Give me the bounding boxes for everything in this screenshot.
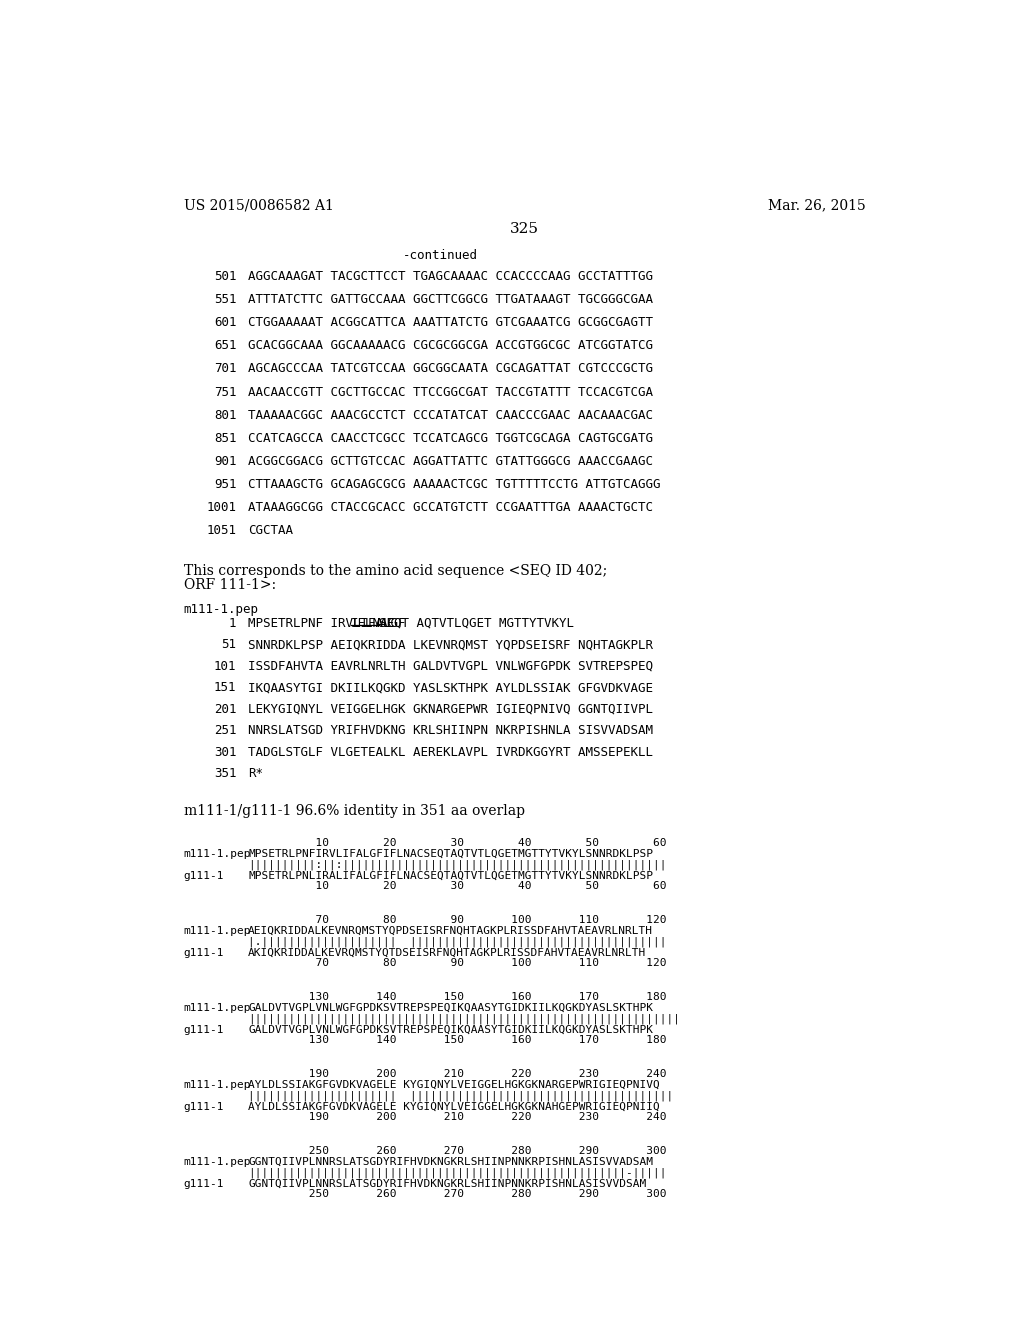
Text: 201: 201 xyxy=(214,702,237,715)
Text: ATAAAGGCGG CTACCGCACC GCCATGTCTT CCGAATTTGA AAAACTGCTC: ATAAAGGCGG CTACCGCACC GCCATGTCTT CCGAATT… xyxy=(248,502,653,513)
Text: GALDVTVGPLVNLWGFGPDKSVTREPSPEQIKQAASYTGIDKIILKQGKDYASLSKTHPK: GALDVTVGPLVNLWGFGPDKSVTREPSPEQIKQAASYTGI… xyxy=(248,1003,653,1012)
Text: 851: 851 xyxy=(214,432,237,445)
Text: m111-1.pep: m111-1.pep xyxy=(183,1158,251,1167)
Text: GALDVTVGPLVNLWGFGPDKSVTREPSPEQIKQAASYTGIDKIILKQGKDYASLSKTHPK: GALDVTVGPLVNLWGFGPDKSVTREPSPEQIKQAASYTGI… xyxy=(248,1024,653,1035)
Text: ||||||||||:||:||||||||||||||||||||||||||||||||||||||||||||||||: ||||||||||:||:||||||||||||||||||||||||||… xyxy=(248,859,667,870)
Text: g111-1: g111-1 xyxy=(183,1102,224,1111)
Text: 801: 801 xyxy=(214,409,237,421)
Text: AGCAGCCCAA TATCGTCCAA GGCGGCAATA CGCAGATTAT CGTCCCGCTG: AGCAGCCCAA TATCGTCCAA GGCGGCAATA CGCAGAT… xyxy=(248,363,653,375)
Text: m111-1/g111-1 96.6% identity in 351 aa overlap: m111-1/g111-1 96.6% identity in 351 aa o… xyxy=(183,804,524,818)
Text: 501: 501 xyxy=(214,271,237,282)
Text: g111-1: g111-1 xyxy=(183,1179,224,1188)
Text: ISSDFAHVTA EAVRLNRLTH GALDVTVGPL VNLWGFGPDK SVTREPSPEQ: ISSDFAHVTA EAVRLNRLTH GALDVTVGPL VNLWGFG… xyxy=(248,660,653,673)
Text: 250       260       270       280       290       300: 250 260 270 280 290 300 xyxy=(248,1146,667,1156)
Text: 1: 1 xyxy=(229,616,237,630)
Text: AYLDLSSIAKGFGVDKVAGELE KYGIQNYLVEIGGELHGKGKNAHGEPWRIGIEQPNIIQ: AYLDLSSIAKGFGVDKVAGELE KYGIQNYLVEIGGELHG… xyxy=(248,1102,659,1111)
Text: m111-1.pep: m111-1.pep xyxy=(183,603,259,615)
Text: |.||||||||||||||||||||  ||||||||||||||||||||||||||||||||||||||: |.|||||||||||||||||||| |||||||||||||||||… xyxy=(248,937,667,948)
Text: ORF 111-1>:: ORF 111-1>: xyxy=(183,578,275,593)
Text: TADGLSTGLF VLGETEALKL AEREKLAVPL IVRDKGGYRT AMSSEPEKLL: TADGLSTGLF VLGETEALKL AEREKLAVPL IVRDKGG… xyxy=(248,746,653,759)
Text: MPSETRLPNFIRVLIFALGFIFLNACSEQTAQTVTLQGETMGTTYTVKYLSNNRDKLPSP: MPSETRLPNFIRVLIFALGFIFLNACSEQTAQTVTLQGET… xyxy=(248,849,653,859)
Text: 351: 351 xyxy=(214,767,237,780)
Text: CCATCAGCCA CAACCTCGCC TCCATCAGCG TGGTCGCAGA CAGTGCGATG: CCATCAGCCA CAACCTCGCC TCCATCAGCG TGGTCGC… xyxy=(248,432,653,445)
Text: 10        20        30        40        50        60: 10 20 30 40 50 60 xyxy=(248,838,667,849)
Text: TAAAAACGGC AAACGCCTCT CCCATATCAT CAACCCGAAC AACAAACGAC: TAAAAACGGC AAACGCCTCT CCCATATCAT CAACCCG… xyxy=(248,409,653,421)
Text: 101: 101 xyxy=(214,660,237,673)
Text: This corresponds to the amino acid sequence <SEQ ID 402;: This corresponds to the amino acid seque… xyxy=(183,564,607,578)
Text: -continued: -continued xyxy=(403,249,478,263)
Text: LEKYGIQNYL VEIGGELHGK GKNARGEPWR IGIEQPNIVQ GGNTQIIVPL: LEKYGIQNYL VEIGGELHGK GKNARGEPWR IGIEQPN… xyxy=(248,702,653,715)
Text: CTTAAAGCTG GCAGAGCGCG AAAAACTCGC TGTTTTTCCTG ATTGTCAGGG: CTTAAAGCTG GCAGAGCGCG AAAAACTCGC TGTTTTT… xyxy=(248,478,660,491)
Text: 701: 701 xyxy=(214,363,237,375)
Text: SEQT AQTVTLQGET MGTTYTVKYL: SEQT AQTVTLQGET MGTTYTVKYL xyxy=(379,616,573,630)
Text: m111-1.pep: m111-1.pep xyxy=(183,1003,251,1012)
Text: GGNTQIIVPLNNRSLATSGDYRIFHVDKNGKRLSHIINPNNKRPISHNLASISVVADSAM: GGNTQIIVPLNNRSLATSGDYRIFHVDKNGKRLSHIINPN… xyxy=(248,1158,653,1167)
Text: 551: 551 xyxy=(214,293,237,306)
Text: g111-1: g111-1 xyxy=(183,1024,224,1035)
Text: GCACGGCAAA GGCAAAAACG CGCGCGGCGA ACCGTGGCGC ATCGGTATCG: GCACGGCAAA GGCAAAAACG CGCGCGGCGA ACCGTGG… xyxy=(248,339,653,352)
Text: 190       200       210       220       230       240: 190 200 210 220 230 240 xyxy=(248,1113,667,1122)
Text: 250       260       270       280       290       300: 250 260 270 280 290 300 xyxy=(248,1189,667,1200)
Text: CGCTAA: CGCTAA xyxy=(248,524,293,537)
Text: 70        80        90       100       110       120: 70 80 90 100 110 120 xyxy=(248,915,667,925)
Text: ||||||||||||||||||||||||||||||||||||||||||||||||||||||||||||||||: ||||||||||||||||||||||||||||||||||||||||… xyxy=(248,1014,680,1024)
Text: MPSETRLPNLIRALIFALGFIFLNACSEQTAQTVTLQGETMGTTYTVKYLSNNRDKLPSP: MPSETRLPNLIRALIFALGFIFLNACSEQTAQTVTLQGET… xyxy=(248,871,653,880)
Text: NNRSLATSGD YRIFHVDKNG KRLSHIINPN NKRPISHNLA SISVVADSAM: NNRSLATSGD YRIFHVDKNG KRLSHIINPN NKRPISH… xyxy=(248,725,653,738)
Text: AEIQKRIDDALKEVNRQMSTYQPDSEISRFNQHTAGKPLRISSDFAHVTAEAVRLNRLTH: AEIQKRIDDALKEVNRQMSTYQPDSEISRFNQHTAGKPLR… xyxy=(248,927,653,936)
Text: g111-1: g111-1 xyxy=(183,948,224,957)
Text: ||||||||||||||||||||||||||||||||||||||||||||||||||||||||-|||||: ||||||||||||||||||||||||||||||||||||||||… xyxy=(248,1168,667,1179)
Text: MPSETRLPNF IRVLIFALGF: MPSETRLPNF IRVLIFALGF xyxy=(248,616,413,630)
Text: 325: 325 xyxy=(510,222,540,235)
Text: SNNRDKLPSP AEIQKRIDDA LKEVNRQMST YQPDSEISRF NQHTAGKPLR: SNNRDKLPSP AEIQKRIDDA LKEVNRQMST YQPDSEI… xyxy=(248,638,653,651)
Text: AYLDLSSIAKGFGVDKVAGELE KYGIQNYLVEIGGELHGKGKNARGEPWRIGIEQPNIVQ: AYLDLSSIAKGFGVDKVAGELE KYGIQNYLVEIGGELHG… xyxy=(248,1080,659,1090)
Text: US 2015/0086582 A1: US 2015/0086582 A1 xyxy=(183,198,334,213)
Text: CTGGAAAAAT ACGGCATTCA AAATTATCTG GTCGAAATCG GCGGCGAGTT: CTGGAAAAAT ACGGCATTCA AAATTATCTG GTCGAAA… xyxy=(248,317,653,329)
Text: 10        20        30        40        50        60: 10 20 30 40 50 60 xyxy=(248,882,667,891)
Text: 251: 251 xyxy=(214,725,237,738)
Text: m111-1.pep: m111-1.pep xyxy=(183,1080,251,1090)
Text: m111-1.pep: m111-1.pep xyxy=(183,927,251,936)
Text: ACGGCGGACG GCTTGTCCAC AGGATTATTC GTATTGGGCG AAACCGAAGC: ACGGCGGACG GCTTGTCCAC AGGATTATTC GTATTGG… xyxy=(248,455,653,467)
Text: 651: 651 xyxy=(214,339,237,352)
Text: 1001: 1001 xyxy=(207,502,237,513)
Text: AKIQKRIDDALKEVRQMSTYQTDSEISRFNQHTAGKPLRISSDFAHVTAEAVRLNRLTH: AKIQKRIDDALKEVRQMSTYQTDSEISRFNQHTAGKPLRI… xyxy=(248,948,646,957)
Text: IFLNAC: IFLNAC xyxy=(351,616,395,630)
Text: m111-1.pep: m111-1.pep xyxy=(183,849,251,859)
Text: g111-1: g111-1 xyxy=(183,871,224,880)
Text: 301: 301 xyxy=(214,746,237,759)
Text: 1051: 1051 xyxy=(207,524,237,537)
Text: 151: 151 xyxy=(214,681,237,694)
Text: 951: 951 xyxy=(214,478,237,491)
Text: 190       200       210       220       230       240: 190 200 210 220 230 240 xyxy=(248,1069,667,1080)
Text: 130       140       150       160       170       180: 130 140 150 160 170 180 xyxy=(248,1035,667,1045)
Text: ||||||||||||||||||||||  |||||||||||||||||||||||||||||||||||||||: |||||||||||||||||||||| |||||||||||||||||… xyxy=(248,1090,674,1101)
Text: Mar. 26, 2015: Mar. 26, 2015 xyxy=(768,198,866,213)
Text: AACAACCGTT CGCTTGCCAC TTCCGGCGAT TACCGTATTT TCCACGTCGA: AACAACCGTT CGCTTGCCAC TTCCGGCGAT TACCGTA… xyxy=(248,385,653,399)
Text: AGGCAAAGAT TACGCTTCCT TGAGCAAAAC CCACCCCAAG GCCTATTTGG: AGGCAAAGAT TACGCTTCCT TGAGCAAAAC CCACCCC… xyxy=(248,271,653,282)
Text: 51: 51 xyxy=(221,638,237,651)
Text: 601: 601 xyxy=(214,317,237,329)
Text: 130       140       150       160       170       180: 130 140 150 160 170 180 xyxy=(248,993,667,1002)
Text: 901: 901 xyxy=(214,455,237,467)
Text: GGNTQIIVPLNNRSLATSGDYRIFHVDKNGKRLSHIINPNNKRPISHNLASISVVDSAM: GGNTQIIVPLNNRSLATSGDYRIFHVDKNGKRLSHIINPN… xyxy=(248,1179,646,1188)
Text: 751: 751 xyxy=(214,385,237,399)
Text: 70        80        90       100       110       120: 70 80 90 100 110 120 xyxy=(248,958,667,969)
Text: ATTTATCTTC GATTGCCAAA GGCTTCGGCG TTGATAAAGT TGCGGGCGAA: ATTTATCTTC GATTGCCAAA GGCTTCGGCG TTGATAA… xyxy=(248,293,653,306)
Text: IKQAASYTGI DKIILKQGKD YASLSKTHPK AYLDLSSIAK GFGVDKVAGE: IKQAASYTGI DKIILKQGKD YASLSKTHPK AYLDLSS… xyxy=(248,681,653,694)
Text: R*: R* xyxy=(248,767,263,780)
